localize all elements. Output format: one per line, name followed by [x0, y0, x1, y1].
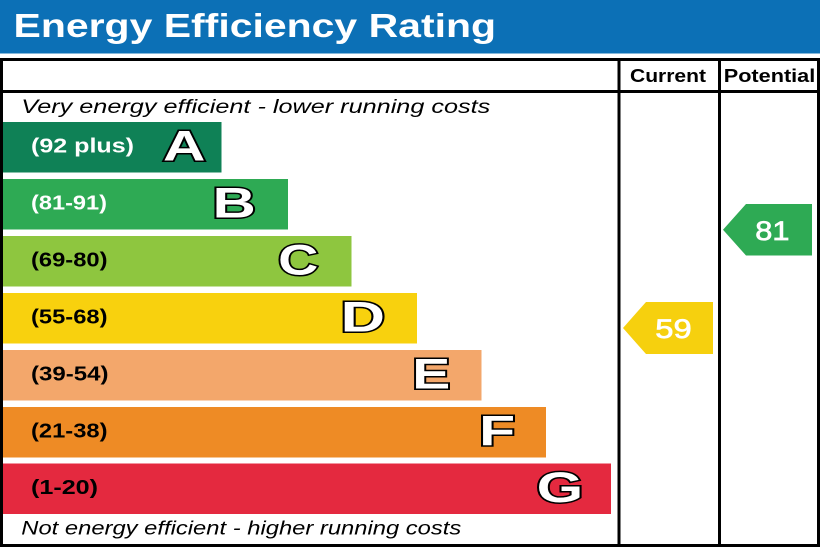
svg-text:D: D [341, 294, 385, 342]
svg-text:G: G [537, 464, 584, 512]
svg-text:(39-54): (39-54) [31, 364, 109, 386]
svg-text:E: E [412, 351, 450, 399]
svg-text:A: A [163, 123, 205, 171]
svg-text:Potential: Potential [724, 65, 816, 86]
svg-text:Energy Efficiency Rating: Energy Efficiency Rating [14, 7, 497, 44]
svg-text:(81-91): (81-91) [31, 193, 107, 215]
svg-text:F: F [479, 408, 515, 456]
svg-text:Current: Current [630, 65, 706, 86]
svg-text:(55-68): (55-68) [31, 307, 108, 329]
svg-text:(69-80): (69-80) [31, 250, 108, 272]
svg-text:81: 81 [755, 216, 789, 246]
svg-text:(1-20): (1-20) [31, 477, 98, 499]
svg-text:(92 plus): (92 plus) [31, 136, 134, 158]
svg-text:Very energy efficient - lower: Very energy efficient - lower running co… [21, 96, 490, 118]
svg-text:Not energy efficient - higher: Not energy efficient - higher running co… [21, 518, 461, 540]
svg-text:B: B [213, 180, 256, 228]
svg-text:59: 59 [655, 314, 691, 344]
svg-text:C: C [278, 237, 318, 285]
svg-text:(21-38): (21-38) [31, 421, 108, 443]
